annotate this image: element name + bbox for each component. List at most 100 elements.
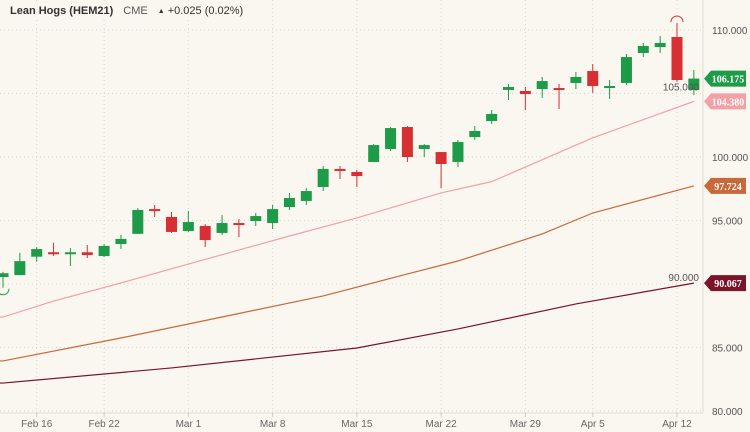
candle — [570, 72, 582, 90]
candle — [64, 248, 76, 266]
high-low-markers — [0, 15, 684, 296]
last-price-tag-label: 106.175 — [712, 75, 745, 86]
candle — [654, 35, 666, 53]
candle-body — [149, 209, 161, 212]
moving-average-line — [0, 100, 695, 318]
candle — [604, 80, 616, 99]
candle — [401, 126, 413, 162]
moving-average-line — [0, 185, 695, 362]
candle-body — [452, 142, 464, 162]
candle-body — [519, 90, 531, 95]
candle — [587, 64, 599, 93]
candle-body — [14, 261, 26, 276]
candle-body — [688, 78, 700, 90]
x-tick-label: Mar 29 — [510, 419, 542, 430]
candle — [688, 70, 700, 96]
low-marker-icon — [0, 288, 10, 296]
candle-body — [654, 42, 666, 48]
candle-body — [0, 273, 9, 278]
moving-average-tag-background — [704, 177, 746, 194]
candle — [98, 243, 110, 257]
candle — [182, 210, 194, 232]
exchange-label: CME — [123, 5, 148, 17]
moving-average-tag-label: 90.067 — [714, 279, 742, 290]
candle-body — [48, 252, 60, 255]
candle — [452, 139, 464, 168]
candle-body — [536, 81, 548, 90]
candle — [300, 187, 312, 206]
moving-average-tag-background — [704, 275, 746, 292]
candle — [671, 23, 683, 82]
candles — [0, 23, 700, 288]
candle — [48, 242, 60, 257]
candle-body — [115, 238, 127, 244]
candle-body — [671, 36, 683, 81]
candle-body — [300, 191, 312, 201]
candle — [283, 192, 295, 210]
candle-body — [182, 222, 194, 232]
candle-body — [435, 152, 447, 164]
candle — [267, 205, 279, 230]
x-tick-label: Apr 12 — [662, 419, 692, 430]
candle — [233, 218, 245, 238]
instrument-title: Lean Hogs (HEM21) — [10, 5, 114, 17]
candle — [536, 76, 548, 98]
y-tick-label: 100.000 — [712, 153, 749, 164]
candle-body — [637, 46, 649, 53]
candle-body — [132, 209, 144, 234]
candle — [519, 87, 531, 111]
y-axis: 110.000 105.000 100.000 95.000 90.000 85.000 8… — [663, 26, 749, 418]
y-tick-label: 90.000 — [668, 273, 699, 284]
candle-body — [317, 168, 329, 187]
candle-body — [250, 216, 262, 222]
moving-average-tag-background — [704, 93, 746, 110]
candle — [216, 215, 228, 235]
candle-body — [64, 252, 76, 255]
candle-body — [570, 76, 582, 83]
candle-body — [553, 88, 565, 91]
candle-body — [199, 225, 211, 241]
candle-body — [31, 249, 43, 257]
candle-body — [486, 113, 498, 122]
candle-body — [418, 145, 430, 149]
y-tick-label: 110.000 — [712, 26, 748, 37]
price-tags: 104.380 97.724 90.067 106.175 — [704, 70, 746, 292]
candle — [637, 42, 649, 58]
y-tick-label: 85.000 — [712, 344, 743, 355]
candle — [81, 245, 93, 258]
y-tick-label: 95.000 — [712, 217, 743, 228]
candle-body — [283, 198, 295, 208]
candle-body — [368, 145, 380, 162]
candle — [334, 166, 346, 179]
candle — [14, 252, 26, 276]
x-tick-label: Feb 22 — [89, 419, 121, 430]
y-tick-label: 105.000 — [663, 83, 700, 94]
candle-body — [98, 245, 110, 257]
candle — [31, 247, 43, 262]
x-tick-label: Mar 8 — [260, 419, 286, 430]
grid — [0, 0, 703, 413]
candle — [486, 110, 498, 124]
candle — [503, 83, 514, 100]
candle — [385, 127, 397, 152]
candle — [469, 126, 481, 140]
candle-body — [267, 209, 279, 224]
high-marker-icon — [670, 15, 684, 23]
candle-body — [587, 71, 599, 87]
candle-body — [81, 252, 93, 256]
candle — [149, 205, 161, 217]
candle-body — [351, 171, 363, 177]
candle — [368, 144, 380, 162]
candle-body — [401, 127, 413, 157]
candle — [250, 213, 262, 226]
candle-body — [216, 223, 228, 233]
candle — [132, 208, 144, 234]
candle — [166, 211, 177, 233]
candle-body — [503, 87, 514, 90]
moving-averages — [0, 100, 695, 384]
triangle-up-icon: ▲ — [157, 7, 165, 15]
candle — [199, 224, 211, 248]
moving-average-line — [0, 282, 694, 384]
price-change: ▲ +0.025 (0.02%) — [158, 5, 243, 17]
